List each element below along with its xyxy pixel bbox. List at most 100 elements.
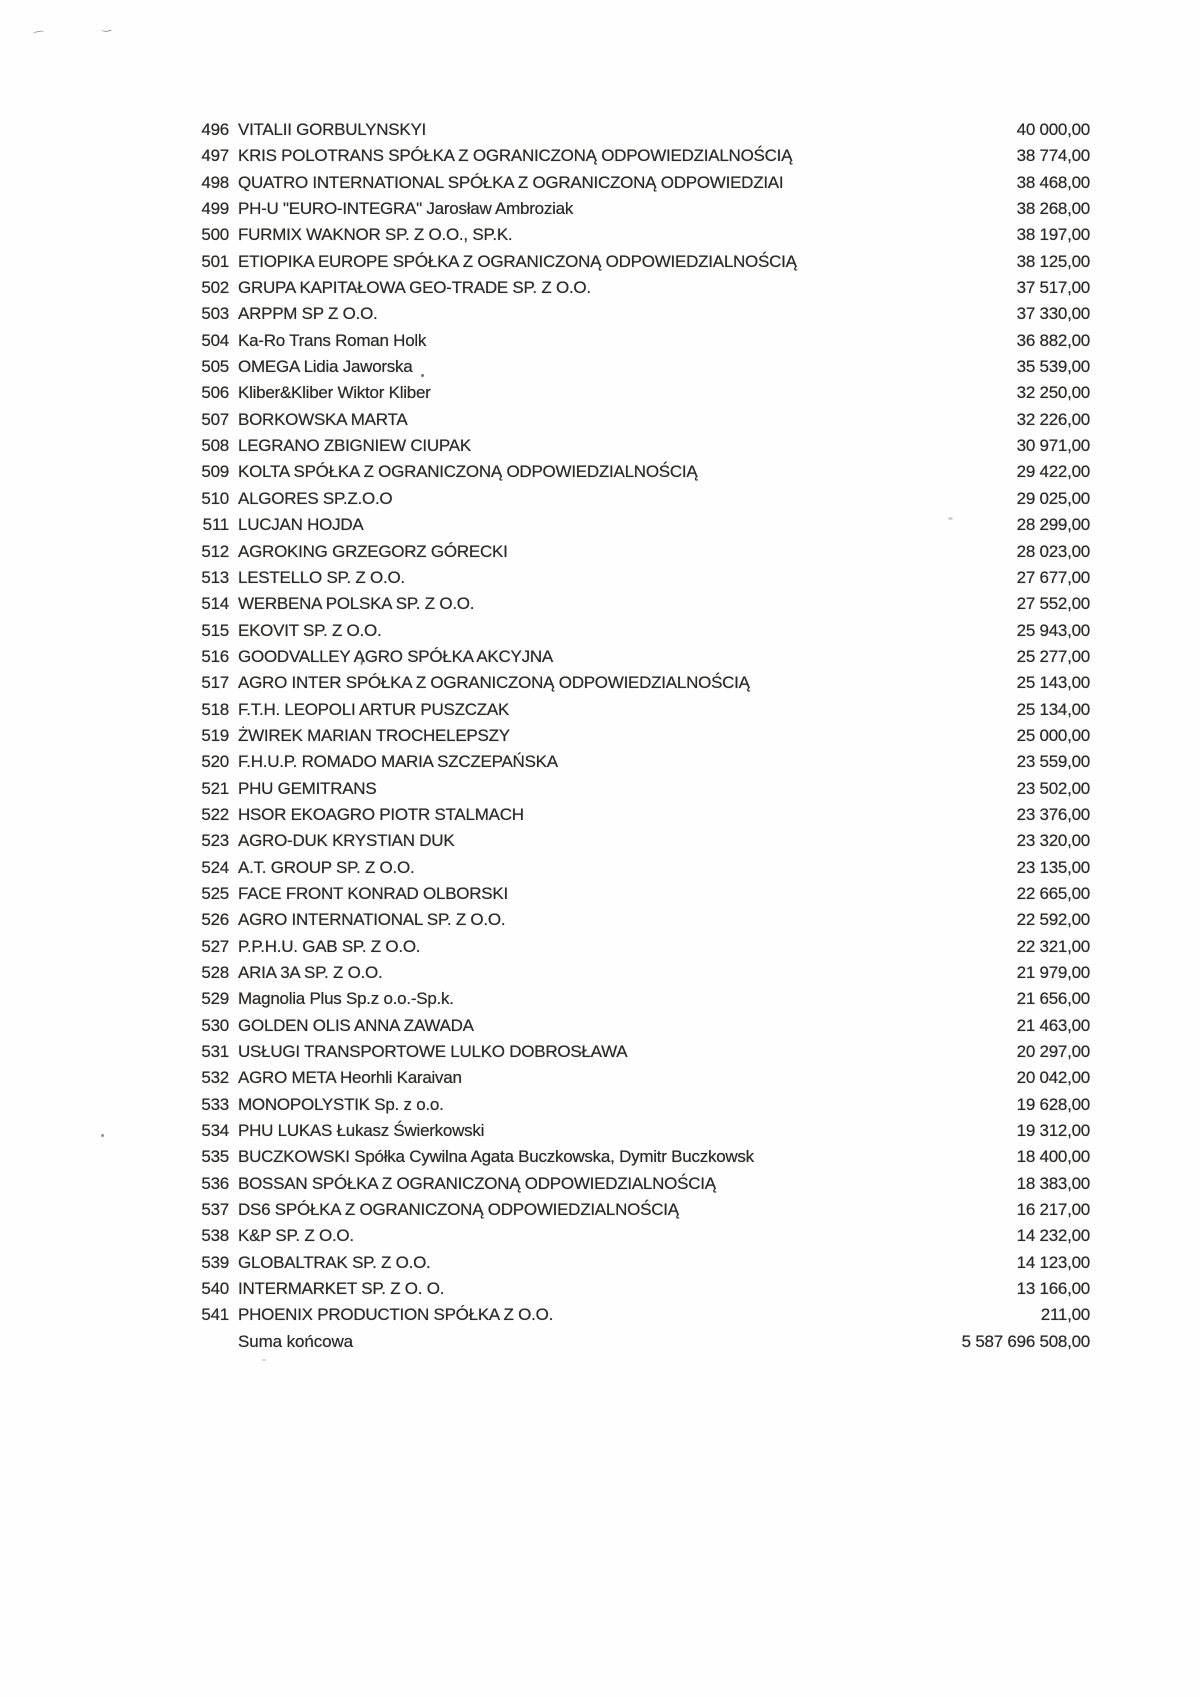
company-name: BOSSAN SPÓŁKA Z OGRANICZONĄ ODPOWIEDZIAL… xyxy=(238,1173,716,1193)
row-number: 524 xyxy=(201,857,229,877)
row-number: 511 xyxy=(202,515,230,535)
row-amount: 25 134,00 xyxy=(1016,699,1091,719)
company-name: OMEGA Lidia Jaworska xyxy=(238,357,413,377)
company-name: PH-U "EURO-INTEGRA" Jarosław Ambroziak xyxy=(238,199,574,219)
table-row: 533 MONOPOLYSTIK Sp. z o.o. 19 628,00 xyxy=(199,1092,1090,1118)
row-number: 518 xyxy=(201,699,229,719)
row-number: 496 xyxy=(201,120,229,139)
company-name: A.T. GROUP SP. Z O.O. xyxy=(238,857,415,877)
company-name: GOLDEN OLIS ANNA ZAWADA xyxy=(238,1015,474,1035)
company-name: LEGRANO ZBIGNIEW CIUPAK xyxy=(238,436,471,456)
table-row: 523 AGRO-DUK KRYSTIAN DUK 23 320,00 xyxy=(199,828,1090,854)
row-amount: 23 135,00 xyxy=(1016,857,1091,877)
table-row: 527 P.P.H.U. GAB SP. Z O.O. 22 321,00 xyxy=(199,934,1090,960)
row-number: 517 xyxy=(201,673,229,693)
row-amount: 32 226,00 xyxy=(1016,409,1091,429)
company-name: AGROKING GRZEGORZ GÓRECKI xyxy=(238,541,508,561)
company-rows: 496 VITALII GORBULYNSKYI 40 000,00 497 K… xyxy=(199,117,1090,1329)
company-name: ŻWIREK MARIAN TROCHELEPSZY xyxy=(238,725,510,745)
company-name: GOODVALLEY AGRO SPÓŁKA AKCYJNA xyxy=(238,646,554,666)
row-number: 522 xyxy=(201,804,229,824)
row-amount: 211,00 xyxy=(1040,1305,1090,1325)
row-amount: 21 463,00 xyxy=(1016,1015,1091,1035)
row-number: 497 xyxy=(201,146,229,166)
table-row: 501 ETIOPIKA EUROPE SPÓŁKA Z OGRANICZONĄ… xyxy=(199,249,1090,275)
company-name: FACE FRONT KONRAD OLBORSKI xyxy=(238,883,508,903)
table-row: 526 AGRO INTERNATIONAL SP. Z O.O. 22 592… xyxy=(199,907,1090,933)
row-amount: 23 502,00 xyxy=(1016,778,1091,798)
table-row: 535 BUCZKOWSKI Spółka Cywilna Agata Bucz… xyxy=(199,1144,1090,1170)
company-name: AGRO-DUK KRYSTIAN DUK xyxy=(238,831,455,851)
row-number: 499 xyxy=(201,199,229,219)
company-name: KOLTA SPÓŁKA Z OGRANICZONĄ ODPOWIEDZIALN… xyxy=(238,462,698,482)
company-name: GLOBALTRAK SP. Z O.O. xyxy=(238,1252,431,1272)
row-number: 512 xyxy=(201,541,229,561)
company-name: VITALII GORBULYNSKYI xyxy=(238,120,427,139)
row-amount: 23 320,00 xyxy=(1016,831,1091,851)
row-amount: 21 656,00 xyxy=(1016,989,1091,1009)
row-number: 533 xyxy=(201,1094,229,1114)
row-amount: 20 297,00 xyxy=(1016,1042,1091,1062)
table-row: 532 AGRO META Heorhli Karaivan 20 042,00 xyxy=(199,1065,1090,1091)
row-number: 505 xyxy=(201,357,229,377)
row-amount: 18 400,00 xyxy=(1016,1147,1091,1167)
company-name: BUCZKOWSKI Spółka Cywilna Agata Buczkows… xyxy=(238,1147,754,1167)
summary-row: Suma końcowa 5 587 696 508,00 xyxy=(199,1329,1090,1355)
row-amount: 38 774,00 xyxy=(1016,146,1091,166)
scan-speck xyxy=(421,374,424,377)
row-amount: 16 217,00 xyxy=(1016,1200,1091,1220)
table-row: 504 Ka-Ro Trans Roman Holk 36 882,00 xyxy=(199,328,1090,354)
company-name: P.P.H.U. GAB SP. Z O.O. xyxy=(238,936,421,956)
table-row: 510 ALGORES SP.Z.O.O 29 025,00 xyxy=(199,486,1090,512)
row-number: 530 xyxy=(201,1015,229,1035)
row-number: 514 xyxy=(201,594,229,614)
table-row: 529 Magnolia Plus Sp.z o.o.-Sp.k. 21 656… xyxy=(199,986,1090,1012)
table-row: 517 AGRO INTER SPÓŁKA Z OGRANICZONĄ ODPO… xyxy=(199,670,1090,696)
row-number: 529 xyxy=(201,989,229,1009)
row-amount: 23 376,00 xyxy=(1016,804,1091,824)
company-name: PHOENIX PRODUCTION SPÓŁKA Z O.O. xyxy=(238,1305,554,1325)
table-row: 502 GRUPA KAPITAŁOWA GEO-TRADE SP. Z O.O… xyxy=(199,275,1090,301)
table-row: 538 K&P SP. Z O.O. 14 232,00 xyxy=(199,1223,1090,1249)
row-amount: 28 299,00 xyxy=(1016,515,1091,535)
table-row: 500 FURMIX WAKNOR SP. Z O.O., SP.K. 38 1… xyxy=(199,222,1090,248)
company-name: F.T.H. LEOPOLI ARTUR PUSZCZAK xyxy=(238,699,510,719)
row-amount: 38 468,00 xyxy=(1016,172,1091,192)
scan-speck xyxy=(101,1134,104,1137)
table-row: 512 AGROKING GRZEGORZ GÓRECKI 28 023,00 xyxy=(199,539,1090,565)
table-row: 498 QUATRO INTERNATIONAL SPÓŁKA Z OGRANI… xyxy=(199,170,1090,196)
row-amount: 20 042,00 xyxy=(1016,1068,1091,1088)
row-number: 526 xyxy=(201,910,229,930)
row-number: 515 xyxy=(201,620,229,640)
row-number: 506 xyxy=(201,383,229,403)
row-amount: 25 943,00 xyxy=(1016,620,1091,640)
row-number: 508 xyxy=(201,436,229,456)
row-number: 528 xyxy=(201,963,229,982)
table-row: 511 LUCJAN HOJDA 28 299,00 xyxy=(199,512,1091,538)
table-row: 540 INTERMARKET SP. Z O. O. 13 166,00 xyxy=(199,1276,1090,1302)
table-row: 519 ŻWIREK MARIAN TROCHELEPSZY 25 000,00 xyxy=(199,723,1090,749)
company-name: LESTELLO SP. Z O.O. xyxy=(238,567,405,587)
table-row: 499 PH-U "EURO-INTEGRA" Jarosław Ambrozi… xyxy=(199,196,1090,222)
row-amount: 40 000,00 xyxy=(1016,120,1091,139)
table-row: 513 LESTELLO SP. Z O.O. 27 677,00 xyxy=(199,565,1090,591)
row-number: 519 xyxy=(201,725,229,745)
row-amount: 18 383,00 xyxy=(1016,1173,1091,1193)
company-name: AGRO INTERNATIONAL SP. Z O.O. xyxy=(238,910,506,930)
summary-label: Suma końcowa xyxy=(238,1331,354,1351)
row-number: 538 xyxy=(201,1226,229,1246)
table-row: 505 OMEGA Lidia Jaworska 35 539,00 xyxy=(199,354,1090,380)
company-name: EKOVIT SP. Z O.O. xyxy=(238,620,382,640)
table-row: 531 USŁUGI TRANSPORTOWE LULKO DOBROSŁAWA… xyxy=(199,1039,1090,1065)
row-number: 502 xyxy=(201,278,229,298)
row-number: 501 xyxy=(201,251,229,271)
table-row: 528 ARIA 3A SP. Z O.O. 21 979,00 xyxy=(199,960,1090,986)
company-name: Ka-Ro Trans Roman Holk xyxy=(238,330,427,350)
company-name: FURMIX WAKNOR SP. Z O.O., SP.K. xyxy=(238,225,513,245)
company-name: PHU GEMITRANS xyxy=(238,778,377,798)
company-name: F.H.U.P. ROMADO MARIA SZCZEPAŃSKA xyxy=(238,752,558,772)
row-number: 527 xyxy=(201,936,229,956)
table-row: 524 A.T. GROUP SP. Z O.O. 23 135,00 xyxy=(199,855,1090,881)
summary-amount: 5 587 696 508,00 xyxy=(961,1331,1091,1351)
